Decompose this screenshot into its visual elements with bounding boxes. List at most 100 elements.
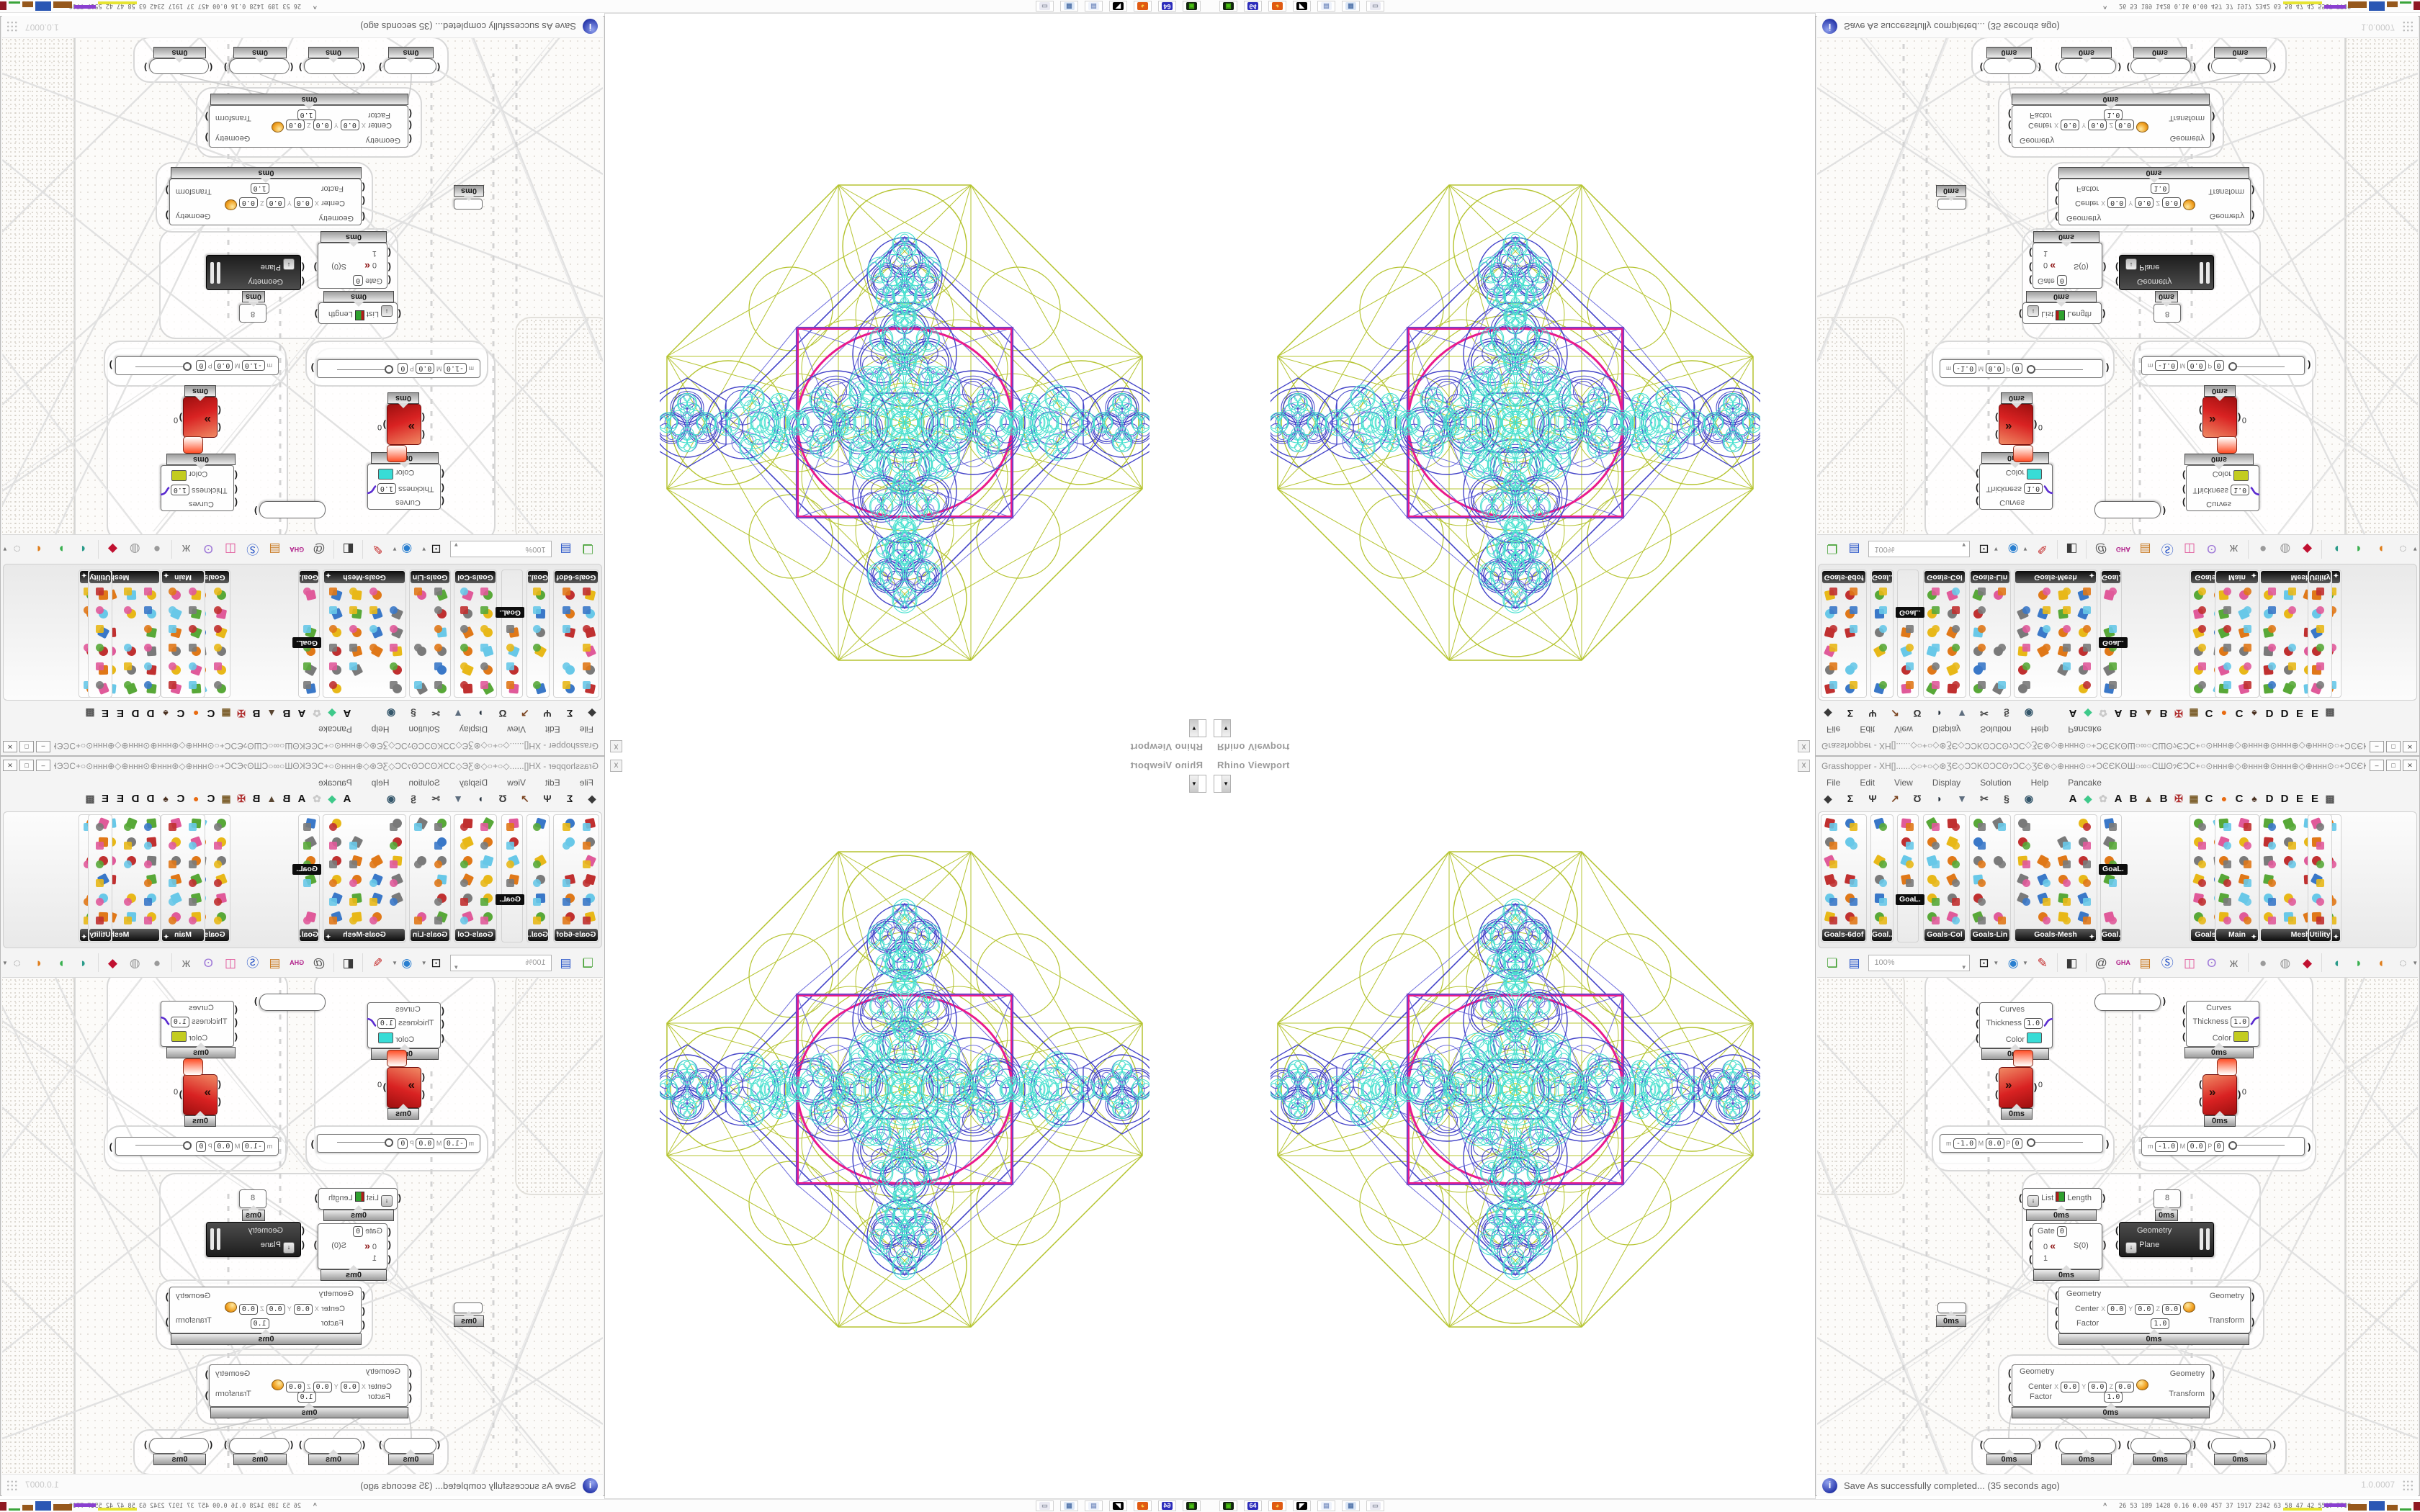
value-box[interactable]: -1.0	[1953, 1138, 1977, 1149]
slider-knob[interactable]	[182, 362, 192, 371]
component-icon[interactable]	[2192, 911, 2208, 927]
ribbon-group-label[interactable]: Utility	[89, 929, 111, 941]
tab-26[interactable]: E	[102, 793, 109, 805]
wire-grip[interactable]: (	[387, 1226, 391, 1237]
component-icon[interactable]	[2310, 642, 2326, 658]
tab-7[interactable]: ✂	[431, 708, 440, 719]
wire-grip[interactable]: )	[2308, 1141, 2311, 1152]
component-icon[interactable]	[94, 892, 109, 908]
wire-grip[interactable]: (	[301, 276, 305, 287]
component-icon[interactable]	[142, 873, 158, 889]
slider-knob[interactable]	[384, 365, 393, 374]
wire-grip[interactable]: (	[2008, 1381, 2012, 1392]
component-icon[interactable]	[560, 836, 576, 852]
component-icon[interactable]	[1925, 910, 1942, 927]
value-box[interactable]: 0.0	[416, 363, 435, 374]
component-icon[interactable]	[2056, 660, 2073, 677]
tab-15[interactable]: ▲	[266, 793, 277, 804]
component-icon[interactable]	[2017, 679, 2033, 695]
value-box[interactable]: 0.0	[416, 1138, 435, 1149]
component-icon[interactable]	[327, 855, 343, 870]
tab-1[interactable]: Σ	[1847, 793, 1854, 804]
preview-eye-icon[interactable]: ◉	[401, 955, 413, 970]
helix-icon[interactable]: ж	[2229, 542, 2238, 557]
component-icon[interactable]	[1899, 835, 1916, 852]
component-icon[interactable]	[387, 604, 404, 621]
component-icon[interactable]	[1844, 836, 1860, 852]
wire-grip[interactable]: (	[2182, 1004, 2186, 1014]
component-icon[interactable]	[387, 836, 403, 852]
component-icon[interactable]	[367, 642, 384, 658]
value-box[interactable]: 0.0	[340, 1382, 359, 1392]
component-icon[interactable]	[2262, 911, 2278, 927]
tab-18[interactable]: ▦	[2189, 793, 2199, 804]
zoom-level-box[interactable]: 100% ▼	[1868, 954, 1970, 971]
component-icon[interactable]	[581, 873, 596, 889]
component-icon[interactable]	[1824, 836, 1839, 852]
slider-knob[interactable]	[384, 1138, 393, 1147]
taskbar-app-notepad[interactable]: ▤	[1317, 1500, 1335, 1511]
component-icon[interactable]	[1925, 679, 1942, 696]
component-icon[interactable]	[2238, 623, 2254, 639]
component-icon[interactable]	[560, 679, 576, 695]
taskbar-app-emulator[interactable]: ▣	[1183, 1500, 1201, 1511]
wire-grip[interactable]: (	[301, 1239, 305, 1250]
component-icon[interactable]	[166, 660, 183, 677]
component-icon[interactable]	[1873, 854, 1889, 870]
value-box[interactable]: 0.0	[2115, 120, 2135, 130]
tab-9[interactable]: ◉	[2024, 708, 2034, 719]
tab-11[interactable]: ◆	[328, 793, 336, 804]
wire-grip[interactable]: (	[301, 1225, 305, 1236]
tab-3[interactable]: ↗	[1891, 708, 1899, 719]
wire-grip[interactable]: )	[2103, 262, 2107, 273]
wire-grip[interactable]: (	[2019, 309, 2022, 320]
component-icon[interactable]	[2103, 679, 2119, 695]
value-box[interactable]: 1.0	[2231, 485, 2250, 495]
wire-grip[interactable]: (	[218, 423, 221, 433]
component-icon[interactable]	[581, 817, 596, 833]
component-icon[interactable]	[1823, 891, 1839, 908]
dropdown-caption[interactable]: GoaL.	[292, 864, 321, 875]
menu-item-edit[interactable]: Edit	[544, 777, 560, 788]
scale-node[interactable]: Geometry Center X 0.0 Y 0.0 Z 0.0 Factor …	[205, 1364, 412, 1407]
expand-arrow-icon[interactable]: ✦	[163, 572, 169, 579]
preview-eye-icon[interactable]: ◉	[2007, 542, 2019, 557]
viewport-close-button[interactable]: X	[1798, 740, 1810, 752]
component-icon[interactable]	[1925, 585, 1942, 602]
ribbon-group-label[interactable]: Goal..	[1872, 571, 1892, 583]
component-icon[interactable]	[2218, 623, 2233, 639]
component-icon[interactable]	[2218, 679, 2233, 695]
scale-node[interactable]: Geometry Center X 0.0 Y 0.0 Z 0.0 Factor …	[166, 179, 365, 225]
wire-grip[interactable]: )	[2212, 132, 2215, 143]
component-icon[interactable]	[478, 679, 495, 696]
taskbar-app-darkfox[interactable]: ◤	[1109, 1, 1127, 12]
component-icon[interactable]	[2282, 892, 2298, 908]
component-icon[interactable]	[142, 855, 158, 870]
component-icon[interactable]	[1900, 642, 1916, 657]
wire-grip[interactable]: (	[441, 1018, 444, 1029]
chevron-down-icon[interactable]: ▼	[2412, 959, 2419, 966]
tab-23[interactable]: D	[2265, 793, 2274, 805]
ribbon-group-label[interactable]: Goals-Mesh ✦	[324, 929, 405, 941]
component-icon[interactable]	[1926, 642, 1942, 657]
component-icon[interactable]	[1992, 855, 2008, 870]
value-box[interactable]: 1.0	[377, 1018, 396, 1029]
slider-knob[interactable]	[2027, 365, 2036, 374]
resize-grip-icon[interactable]	[2402, 1480, 2414, 1491]
menu-item-display[interactable]: Display	[459, 724, 488, 735]
remote-at-icon[interactable]: @	[313, 542, 326, 557]
component-icon[interactable]	[327, 891, 344, 908]
error-balloon-icon[interactable]	[2217, 1058, 2237, 1076]
mouse-green-icon[interactable]: ◗	[2354, 955, 2363, 970]
number-slider-edit[interactable]: m -1.0 M 0.0 P 0 )	[2141, 1137, 2311, 1156]
wire-grip[interactable]: )	[2106, 1138, 2110, 1149]
component-icon[interactable]	[2238, 855, 2254, 870]
wire-grip[interactable]: )	[314, 1192, 318, 1203]
component-icon[interactable]	[2237, 891, 2254, 908]
wire-grip[interactable]: )	[165, 1291, 169, 1302]
tab-5[interactable]: ◗	[477, 708, 484, 719]
component-icon[interactable]	[2262, 836, 2278, 852]
wire-grip[interactable]: (	[387, 1239, 391, 1250]
orient-node-selected[interactable]: Geometry ↓ Plane((	[206, 1222, 305, 1257]
